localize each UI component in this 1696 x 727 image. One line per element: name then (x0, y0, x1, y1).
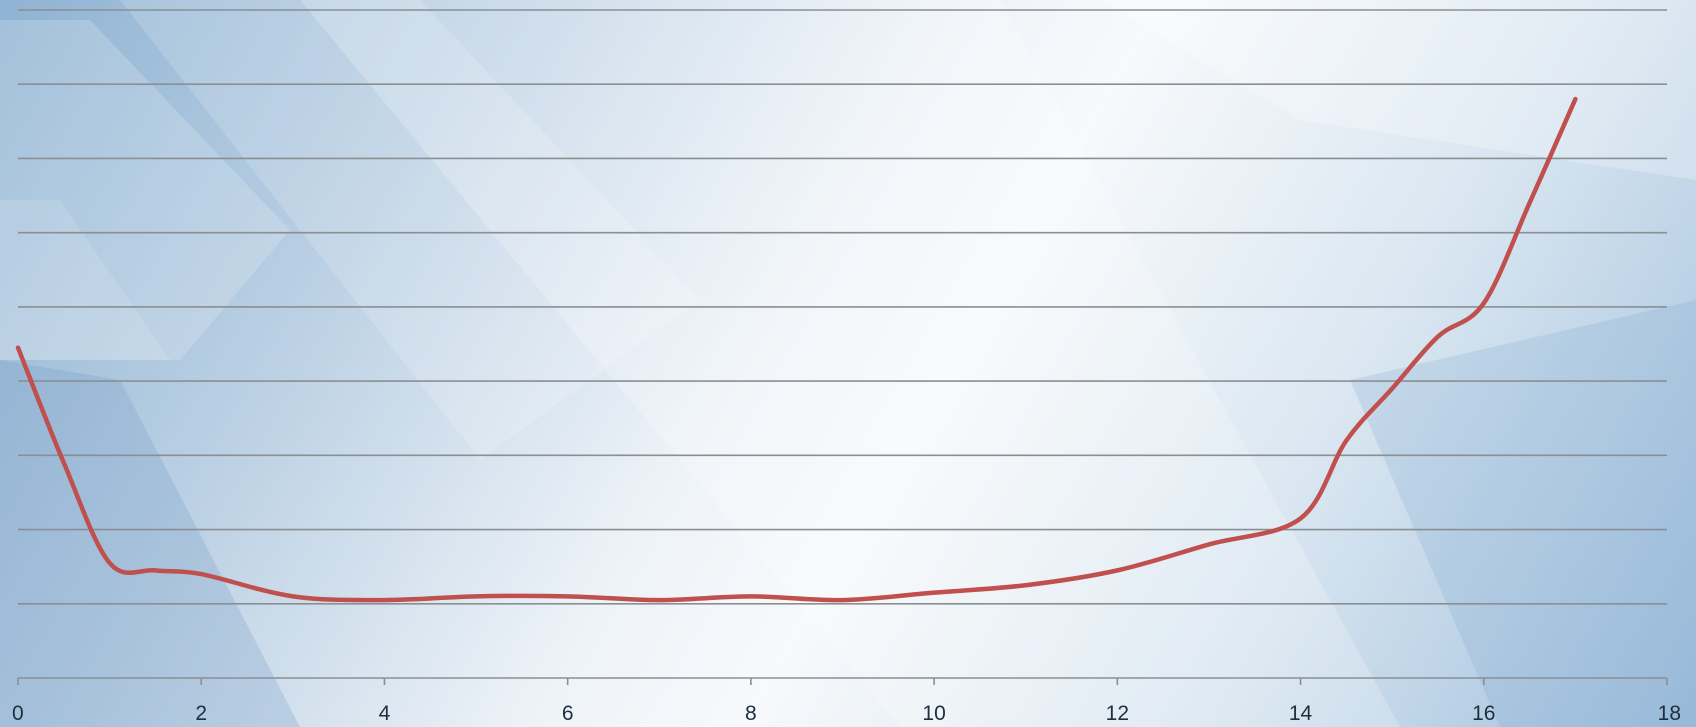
x-tick-label: 0 (12, 702, 24, 725)
background-streak (1350, 300, 1696, 727)
background-streak (1100, 0, 1696, 180)
series-layer (15, 96, 1578, 603)
x-tick-label: 14 (1289, 702, 1313, 725)
x-axis (17, 677, 1668, 685)
x-tick-label: 6 (562, 702, 574, 725)
x-tick-label: 18 (1658, 702, 1681, 725)
background-streak (0, 360, 300, 727)
background-streak (0, 20, 290, 360)
x-tick-label: 10 (922, 702, 945, 725)
background-streak (300, 0, 1400, 727)
x-tick-label: 16 (1472, 702, 1495, 725)
background-streak (120, 0, 700, 460)
x-tick-label: 8 (745, 702, 757, 725)
x-tick-labels: 0 2 4 6 8 10 12 14 16 18 (12, 702, 1681, 725)
gridlines (18, 9, 1667, 605)
x-tick-label: 2 (195, 702, 207, 725)
x-tick-label: 12 (1106, 702, 1129, 725)
background-streak (0, 200, 170, 360)
x-tick-label: 4 (379, 702, 391, 725)
series-line (15, 96, 1578, 603)
